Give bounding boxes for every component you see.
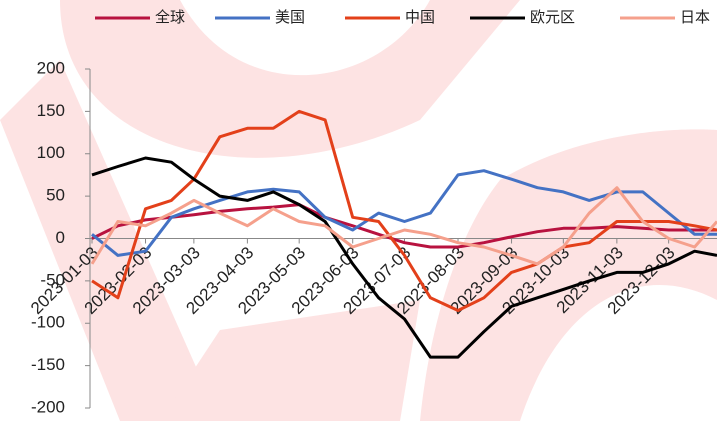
y-tick-label: 0 [56, 228, 65, 247]
watermark [0, 0, 717, 421]
y-tick-label: -100 [31, 313, 65, 332]
y-tick-label: -150 [31, 355, 65, 374]
legend-label: 美国 [275, 9, 305, 26]
legend-label: 日本 [680, 9, 710, 26]
y-tick-label: -200 [31, 397, 65, 416]
y-tick-label: 150 [37, 101, 65, 120]
legend-label: 全球 [155, 8, 185, 26]
y-tick-label: 50 [46, 186, 65, 205]
legend-label: 欧元区 [530, 9, 575, 26]
y-tick-label: 100 [37, 143, 65, 162]
legend-label: 中国 [405, 9, 435, 26]
chart: 全球美国中国欧元区日本 -200-150-100-500501001502002… [0, 0, 717, 421]
y-tick-label: 200 [37, 58, 65, 77]
